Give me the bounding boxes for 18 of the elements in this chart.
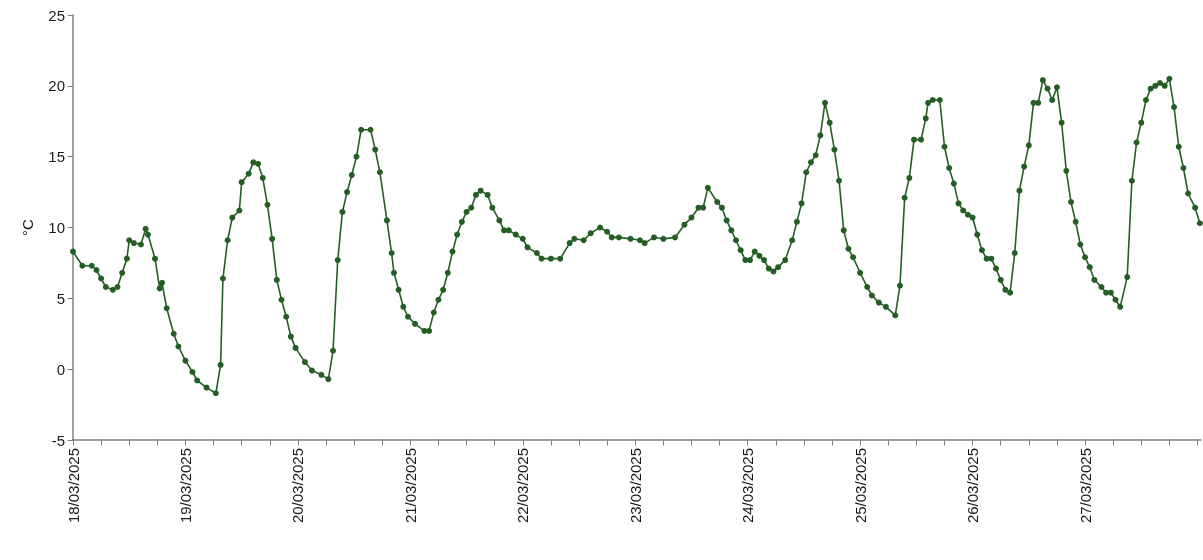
x-tick-label: 18/03/2025: [64, 448, 82, 524]
x-tick-label: 21/03/2025: [401, 448, 419, 524]
y-tick-label: 15: [48, 148, 65, 166]
x-tick-label: 23/03/2025: [626, 448, 644, 524]
x-tick-label: 20/03/2025: [289, 448, 307, 524]
x-tick-label: 26/03/2025: [964, 448, 982, 524]
y-tick-label: 25: [48, 6, 65, 24]
x-tick-label: 24/03/2025: [739, 448, 757, 524]
x-tick-label: 19/03/2025: [176, 448, 194, 524]
x-tick-label: 27/03/2025: [1076, 448, 1094, 524]
y-tick-label: 5: [56, 289, 65, 307]
x-tick-label: 25/03/2025: [851, 448, 869, 524]
y-tick-label: 0: [56, 360, 65, 378]
y-tick-label: -5: [51, 431, 65, 449]
y-tick-label: 20: [48, 77, 65, 95]
y-axis-title: °C: [19, 218, 36, 236]
x-tick-label: 22/03/2025: [514, 448, 532, 524]
y-tick-label: 10: [48, 219, 65, 236]
